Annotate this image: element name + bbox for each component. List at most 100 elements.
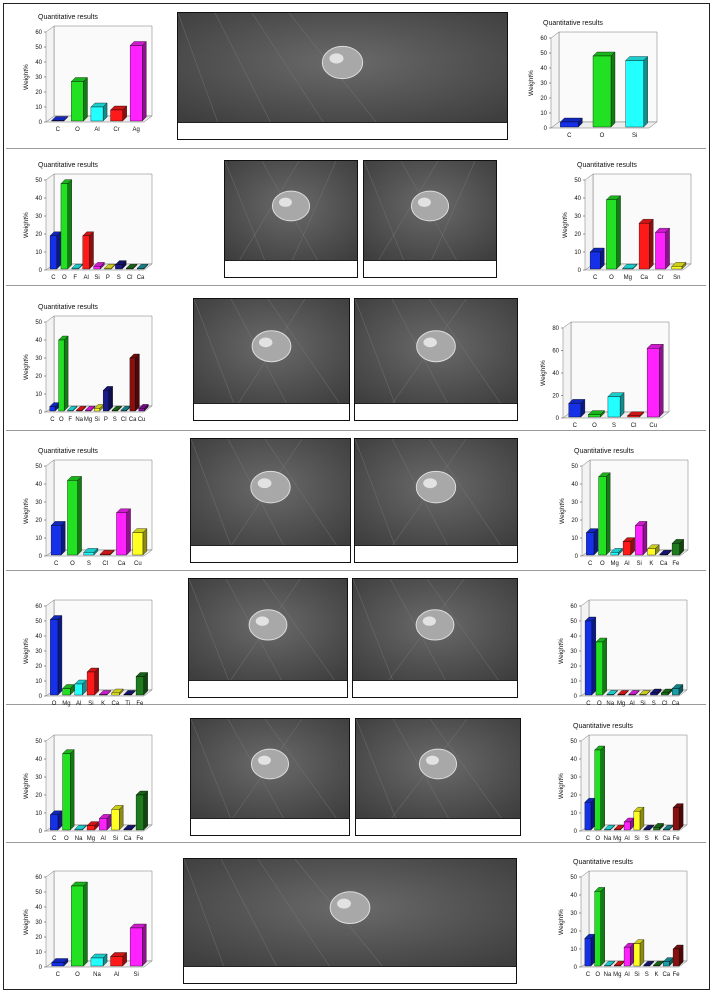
x-tick-label: Fe: [672, 561, 680, 567]
bar: [86, 667, 100, 696]
y-tick-label: 50: [570, 875, 577, 881]
y-tick-label: 20: [552, 394, 559, 400]
x-tick-label: O: [600, 133, 605, 139]
bar-chart-svg: 0 10 20 30 40 50 Weight% C O Na Mg Al Si Ca Fe: [23, 734, 153, 842]
sem-micrograph: [355, 718, 521, 836]
x-tick-label: Cl: [631, 423, 637, 429]
sem-info-bar: [191, 545, 350, 562]
x-tick-label: Cu: [649, 423, 657, 429]
row-separator: [6, 285, 706, 286]
x-tick-label: Mg: [613, 972, 621, 978]
bar-chart-svg: Quantitative results 0 10 20 30 40 50 Weight% C O…: [562, 162, 692, 281]
sem-micrograph: [188, 578, 348, 698]
y-tick-label: 30: [570, 649, 577, 655]
x-tick-label: Ca: [640, 275, 648, 281]
chart-title: Quantitative results: [573, 723, 633, 730]
x-tick-label: Al: [94, 127, 99, 133]
y-tick-label: 20: [35, 90, 42, 96]
x-tick-label: Mg: [613, 836, 621, 842]
bar: [58, 335, 69, 412]
x-tick-label: Al: [624, 561, 629, 567]
y-tick-label: 30: [35, 356, 42, 362]
bar: [628, 690, 640, 696]
y-tick-label: 20: [570, 929, 577, 935]
sem-micrograph: [190, 718, 350, 836]
x-tick-label: Ca: [124, 836, 132, 842]
x-tick-label: Si: [640, 701, 645, 707]
x-tick-label: Mg: [610, 561, 618, 567]
sem-info-bar: [178, 122, 507, 139]
x-tick-label: C: [573, 423, 578, 429]
bar: [606, 195, 621, 270]
x-tick-label: Na: [606, 701, 614, 707]
y-tick-label: 50: [35, 320, 42, 326]
y-axis-label: Weight%: [528, 70, 535, 96]
sem-micrograph: [354, 298, 518, 421]
y-tick-label: 80: [552, 326, 559, 332]
y-axis-label: Weight%: [23, 354, 30, 380]
x-tick-label: Ca: [662, 972, 670, 978]
x-tick-label: S: [645, 836, 649, 842]
eds-chart-9: 0 10 20 30 40 50 60 Weight% O Mg Al Si K Ca Ti Fe: [22, 582, 164, 710]
y-tick-label: 20: [35, 664, 42, 670]
x-tick-label: K: [101, 701, 105, 707]
bar: [84, 405, 96, 412]
x-tick-label: Ti: [125, 701, 130, 707]
y-tick-label: 0: [39, 268, 43, 274]
y-tick-label: 20: [35, 935, 42, 941]
x-tick-label: Cl: [102, 561, 108, 567]
sem-image: [191, 719, 349, 819]
y-tick-label: 40: [35, 60, 42, 66]
eds-chart-12: Quantitative results 0 10 20 30 40 50 Weight% C O…: [557, 717, 699, 845]
y-tick-label: 20: [540, 96, 547, 102]
x-tick-label: F: [68, 417, 72, 423]
bar: [93, 403, 105, 412]
x-tick-label: O: [595, 972, 600, 978]
y-tick-label: 10: [35, 679, 42, 685]
x-tick-label: C: [56, 972, 61, 978]
y-tick-label: 30: [540, 81, 547, 87]
bar: [50, 520, 66, 556]
x-tick-label: O: [75, 972, 80, 978]
bar: [647, 544, 660, 556]
chart-title: Quantitative results: [577, 162, 637, 169]
bar: [98, 813, 112, 831]
bar: [98, 690, 112, 696]
y-tick-label: 0: [39, 120, 43, 126]
bar: [70, 77, 88, 122]
figure-frame: [3, 3, 710, 990]
x-tick-label: Na: [604, 972, 612, 978]
x-tick-label: C: [588, 561, 593, 567]
y-tick-label: 40: [570, 893, 577, 899]
y-tick-label: 30: [35, 500, 42, 506]
bar: [604, 960, 615, 967]
x-tick-label: Cr: [657, 275, 663, 281]
x-tick-label: Cl: [121, 417, 127, 423]
y-tick-label: 0: [556, 416, 560, 422]
bar: [655, 227, 670, 270]
y-tick-label: 0: [39, 410, 43, 416]
x-tick-label: Na: [75, 836, 83, 842]
bar: [623, 817, 635, 831]
y-tick-label: 60: [35, 30, 42, 36]
x-tick-label: O: [595, 836, 600, 842]
x-tick-label: Ca: [660, 561, 668, 567]
y-tick-label: 0: [39, 829, 43, 835]
x-tick-label: Ca: [662, 836, 670, 842]
y-axis-label: Weight%: [558, 773, 565, 799]
chart-side-wall: [550, 31, 560, 129]
chart-title: Quantitative results: [38, 14, 98, 21]
x-tick-label: O: [70, 561, 75, 567]
sem-info-bar: [353, 680, 517, 697]
y-axis-label: Weight%: [562, 212, 569, 238]
bar: [584, 616, 597, 696]
y-tick-label: 10: [35, 536, 42, 542]
y-tick-label: 0: [39, 694, 43, 700]
y-tick-label: 30: [35, 775, 42, 781]
row-separator: [6, 704, 706, 705]
bar: [639, 690, 651, 696]
y-tick-label: 60: [552, 349, 559, 355]
bar: [82, 231, 94, 270]
sem-image: [194, 299, 349, 404]
x-tick-label: Al: [114, 972, 119, 978]
